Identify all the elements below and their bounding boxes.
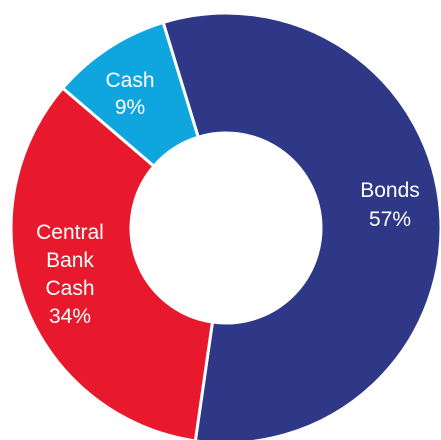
slice-cash (60, 20, 201, 169)
donut-slices (9, 11, 441, 440)
cash-value-label: 9% (115, 96, 145, 119)
bonds-value-label: 57% (369, 208, 411, 231)
cash-name-label: Cash (105, 69, 154, 92)
bonds-name-label: Bonds (360, 179, 420, 202)
cash-label: Cash 9% (105, 69, 154, 119)
central-bank-cash-value-label: 34% (49, 305, 91, 328)
slice-central-bank-cash (9, 85, 215, 440)
central-bank-cash-line-1-label: Central (36, 221, 104, 244)
central-bank-cash-line-3-label: Cash (45, 277, 94, 300)
central-bank-cash-label: Central Bank Cash 34% (36, 221, 104, 328)
bonds-label: Bonds 57% (360, 179, 420, 231)
slice-bonds (161, 11, 441, 440)
central-bank-cash-line-2-label: Bank (46, 249, 94, 272)
